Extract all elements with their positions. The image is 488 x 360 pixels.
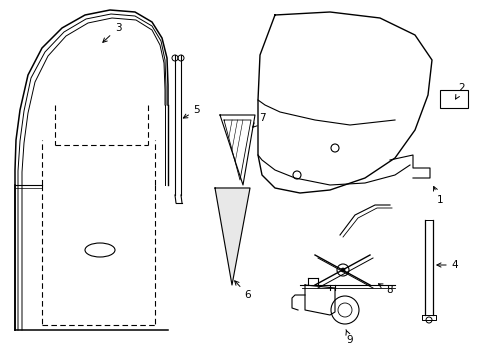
Text: 1: 1	[433, 186, 443, 205]
Bar	[439, 90, 467, 108]
Text: 5: 5	[183, 105, 200, 118]
Text: 3: 3	[102, 23, 121, 42]
Text: 6: 6	[234, 281, 251, 300]
Text: 8: 8	[378, 284, 392, 295]
Polygon shape	[215, 188, 249, 285]
Text: 9: 9	[345, 330, 353, 345]
Text: 2: 2	[455, 83, 465, 99]
Circle shape	[340, 268, 345, 272]
Text: 4: 4	[436, 260, 457, 270]
Text: 7: 7	[252, 113, 265, 127]
